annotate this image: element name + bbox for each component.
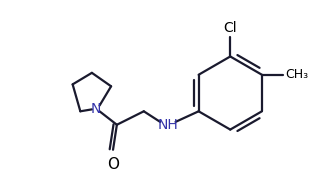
Text: N: N xyxy=(90,102,101,116)
Text: CH₃: CH₃ xyxy=(285,68,308,81)
Text: O: O xyxy=(107,158,119,172)
Text: NH: NH xyxy=(158,118,178,132)
Text: Cl: Cl xyxy=(223,21,237,35)
